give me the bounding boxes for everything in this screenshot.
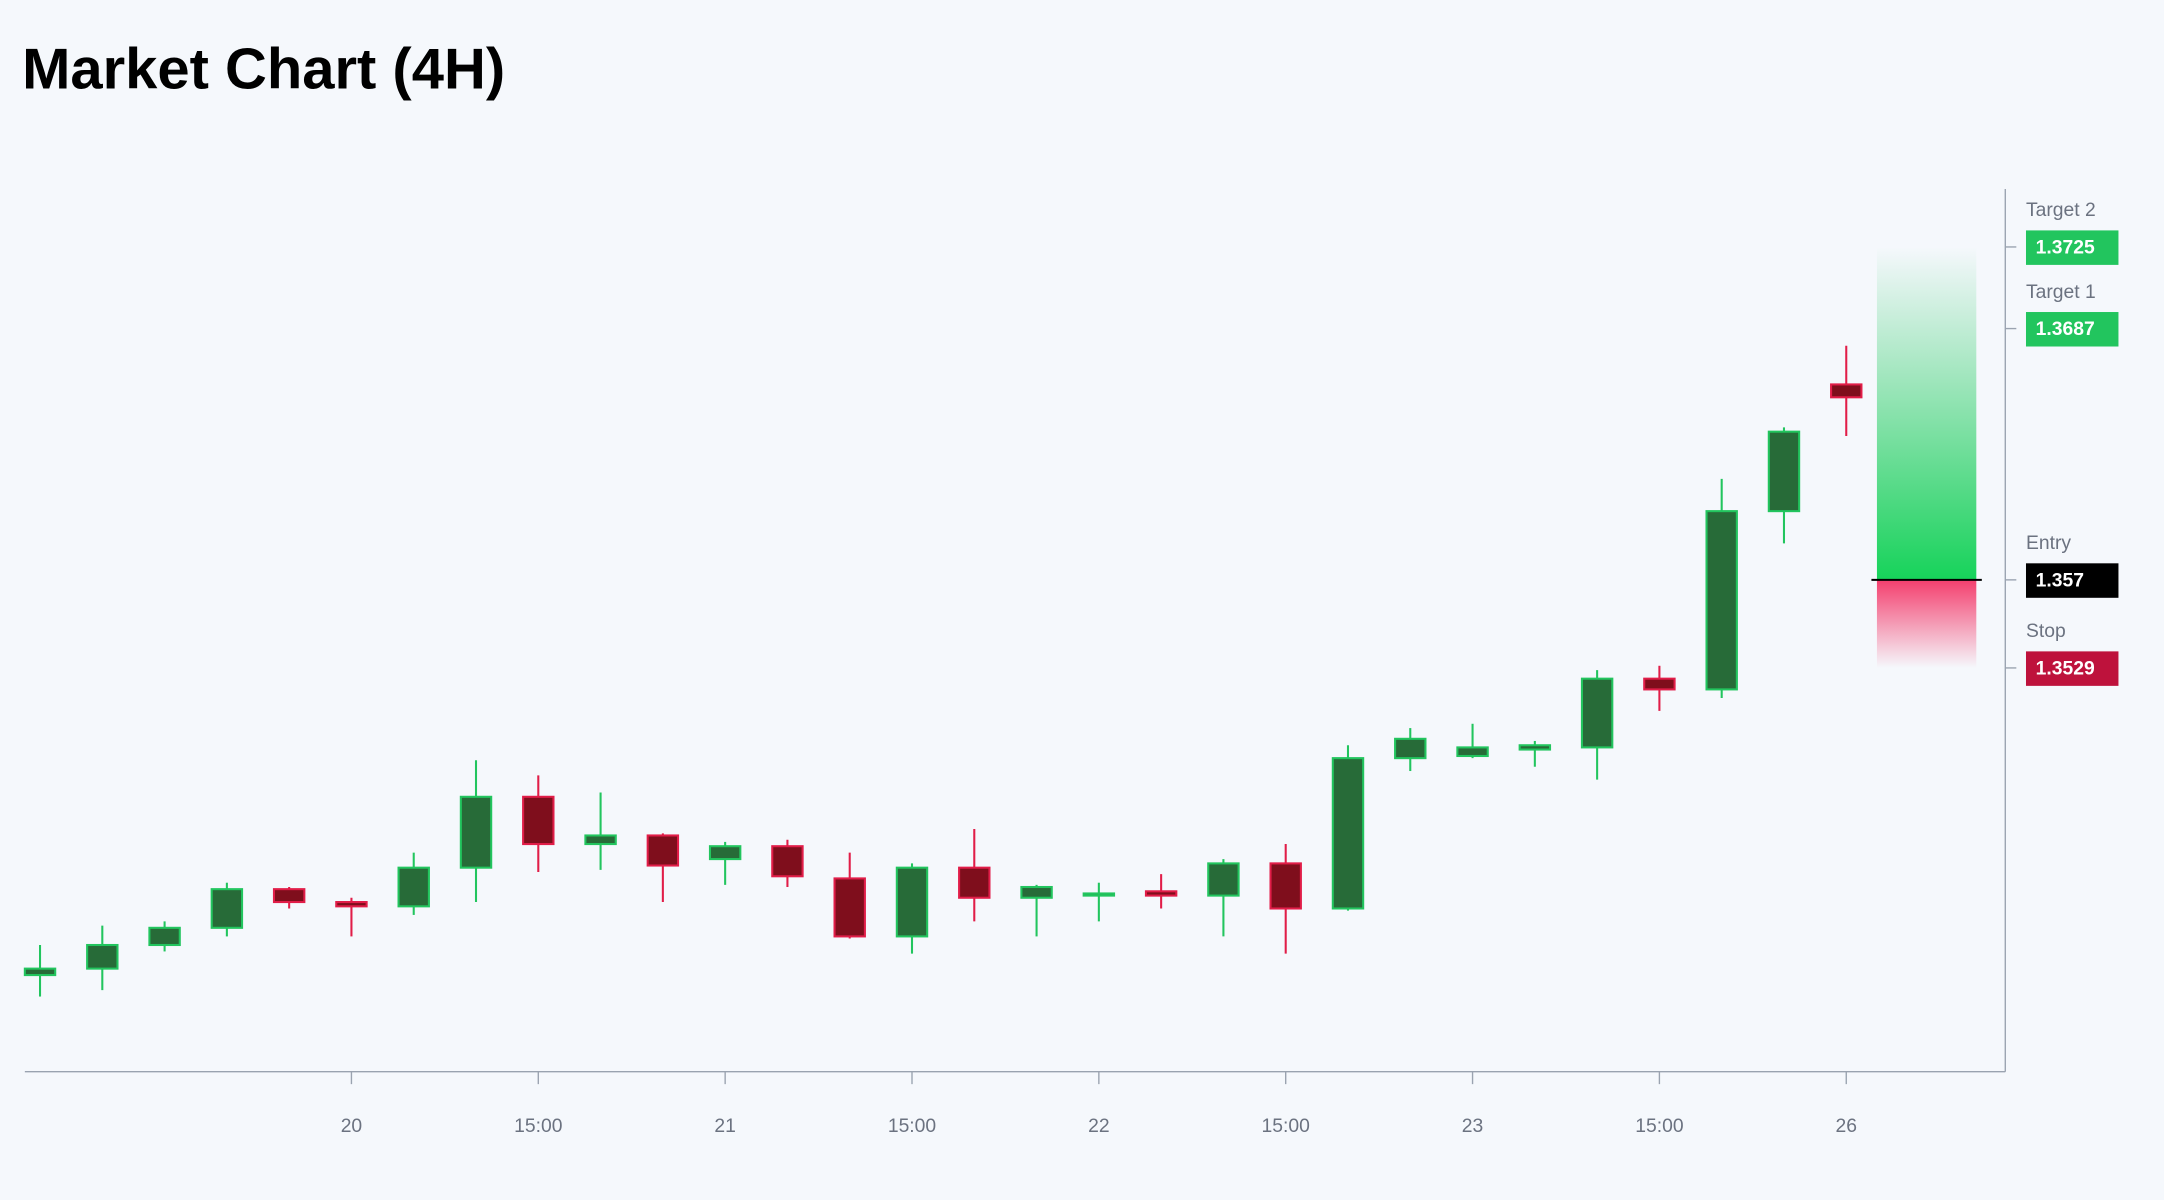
x-tick-label: 15:00 (514, 1116, 562, 1137)
x-tick-label: 15:00 (1262, 1116, 1310, 1137)
candle-body (1144, 890, 1178, 897)
candle-body (1767, 430, 1801, 513)
level-name: Entry (2026, 533, 2071, 554)
candle-body (1269, 862, 1302, 910)
candle-body (1394, 737, 1427, 760)
level-name: Target 1 (2026, 282, 2096, 303)
x-tick-label: 23 (1462, 1116, 1483, 1137)
candle-body (210, 888, 244, 929)
level-badge (2025, 312, 2119, 347)
candle-body (895, 866, 929, 938)
candle-body (646, 834, 680, 867)
x-tick-label: 22 (1088, 1116, 1109, 1137)
candle-body (148, 926, 181, 947)
candle-body (771, 845, 804, 878)
x-tick-label: 26 (1836, 1116, 1857, 1137)
candle-body (397, 866, 430, 908)
candle-body (272, 888, 306, 904)
candle-body (1082, 892, 1116, 897)
level-value: 1.357 (2036, 570, 2084, 591)
candle-body (1456, 746, 1489, 758)
candle-body (1518, 744, 1552, 751)
candle-body (1580, 677, 1614, 749)
chart-title: Market Chart (4H) (22, 37, 505, 101)
profit-zone (1876, 246, 1977, 580)
x-tick-label: 15:00 (1635, 1116, 1683, 1137)
candle-body (958, 866, 991, 899)
level-badge (2025, 651, 2119, 686)
candle-body (1331, 757, 1365, 910)
level-value: 1.3725 (2036, 237, 2095, 258)
level-value: 1.3687 (2036, 319, 2095, 340)
candle-body (1705, 510, 1738, 691)
candle-body (335, 901, 368, 908)
candle-body (86, 943, 119, 970)
x-tick-label: 20 (341, 1116, 362, 1137)
candle-body (459, 795, 493, 869)
level-value: 1.3529 (2036, 658, 2095, 679)
candle-body (833, 877, 866, 938)
level-name: Stop (2026, 621, 2066, 642)
level-badge (2025, 230, 2119, 265)
candle-body (584, 834, 617, 846)
candle-body (1643, 677, 1676, 691)
loss-zone (1876, 579, 1977, 668)
x-tick-label: 15:00 (888, 1116, 936, 1137)
level-name: Target 2 (2026, 200, 2096, 221)
level-badge (2025, 563, 2119, 598)
candle-body (1207, 862, 1240, 897)
candle-body (522, 795, 555, 846)
candle-body (23, 967, 57, 977)
candle-body (1830, 383, 1863, 399)
candle-body (1020, 885, 1053, 899)
x-tick-label: 21 (714, 1116, 735, 1137)
candle-body (708, 845, 742, 861)
